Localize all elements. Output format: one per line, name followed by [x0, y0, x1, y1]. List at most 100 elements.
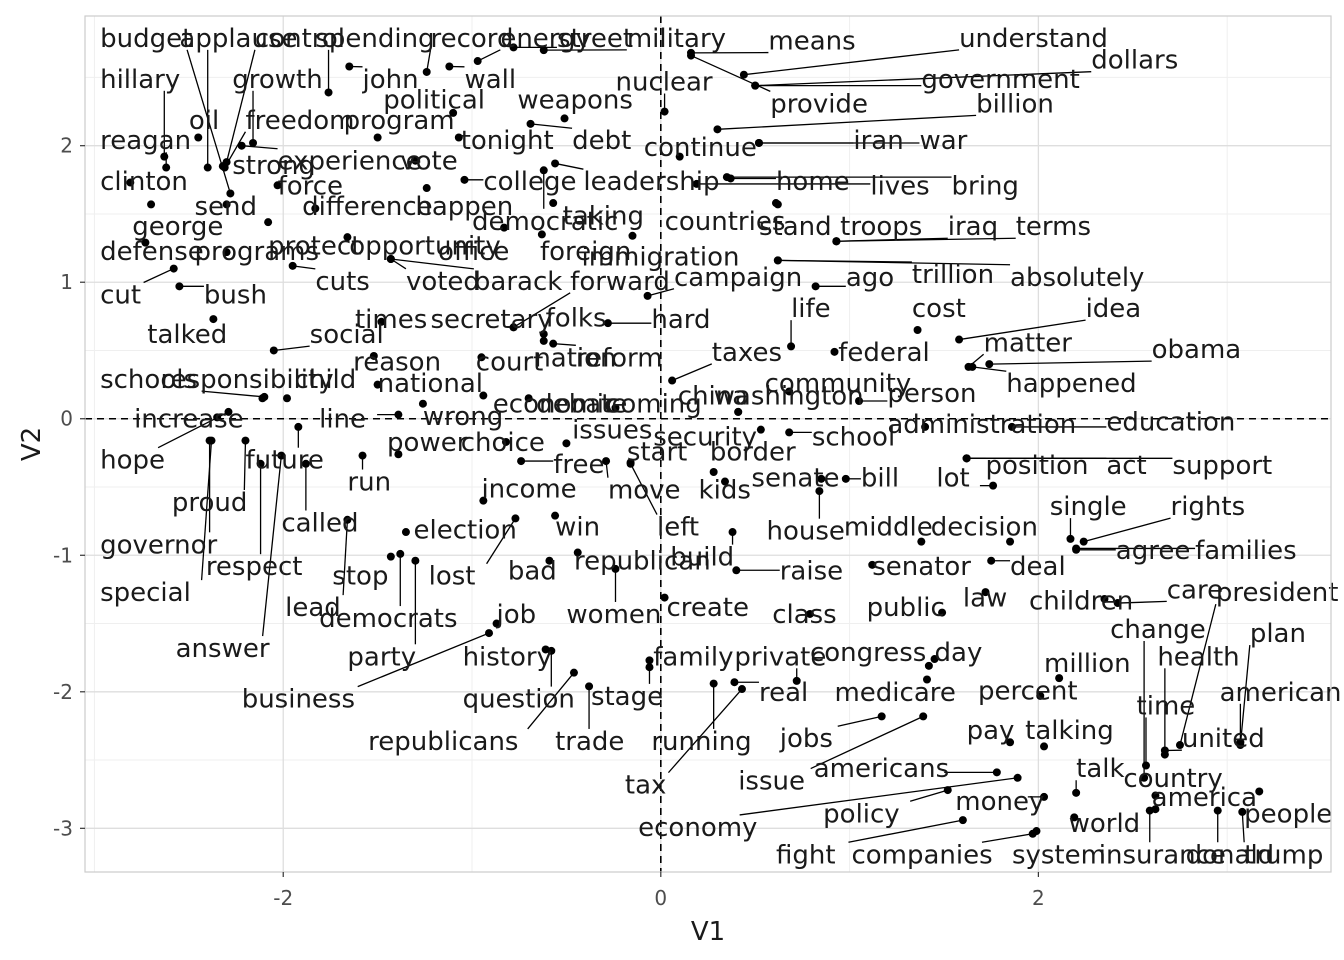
connector-forward — [513, 292, 571, 328]
connector-president — [1179, 603, 1217, 746]
connector-billion — [717, 114, 977, 130]
point-economic — [479, 391, 488, 400]
point-experience — [237, 141, 246, 150]
point-immigration — [628, 231, 637, 240]
point-income — [479, 496, 488, 505]
label-budget: budget — [100, 24, 192, 54]
point-deal — [987, 556, 996, 565]
point-coming — [611, 403, 620, 412]
point-tonight — [454, 133, 463, 142]
label-free: free — [553, 450, 604, 480]
label-talking: talking — [1025, 716, 1114, 746]
label-choice: choice — [461, 428, 545, 458]
label-provide: provide — [770, 89, 868, 119]
point-taxes — [668, 376, 677, 385]
point-continue — [675, 152, 684, 161]
point-win — [551, 511, 560, 520]
point-build — [728, 528, 737, 537]
label-child: child — [295, 365, 357, 395]
label-hope: hope — [100, 446, 165, 476]
point-person — [855, 396, 864, 405]
point-class — [805, 609, 814, 618]
label-trillion: trillion — [912, 260, 994, 290]
label-washington: washington — [714, 382, 864, 412]
point-business — [485, 629, 494, 638]
label-care: care — [1167, 575, 1223, 605]
point-president — [1175, 741, 1184, 750]
label-life: life — [791, 294, 831, 324]
label-responsibility: responsibility — [161, 365, 334, 395]
point-debt — [526, 119, 535, 128]
connector-companies — [981, 833, 1033, 843]
label-social: social — [310, 320, 384, 350]
label-kids: kids — [699, 476, 751, 506]
point-system — [1032, 827, 1041, 836]
label-insurance: insurance — [1099, 840, 1226, 870]
point-donald — [1213, 806, 1222, 815]
label-send: send — [194, 192, 257, 222]
connector-rights — [1083, 517, 1171, 543]
point-george — [147, 200, 156, 209]
x-tick-label: 2 — [1032, 886, 1045, 910]
label-question: question — [463, 685, 575, 715]
point-provide — [687, 51, 696, 60]
label-oil: oil — [189, 106, 219, 136]
point-single — [1066, 534, 1075, 543]
point-choice — [501, 437, 510, 446]
point-families — [1072, 544, 1081, 553]
connector-obama — [989, 360, 1152, 365]
point-children — [1100, 594, 1109, 603]
label-line: line — [319, 405, 366, 435]
connector-schools — [201, 390, 265, 398]
label-running: running — [651, 727, 751, 757]
label-home: home — [776, 167, 850, 197]
point-care — [1113, 599, 1122, 608]
label-street: street — [557, 24, 633, 54]
label-vote: vote — [400, 147, 457, 177]
label-billion: billion — [976, 89, 1054, 119]
point-election — [401, 528, 410, 537]
point-lives — [692, 179, 701, 188]
point-weapons — [560, 114, 569, 123]
x-axis-title: V1 — [691, 917, 725, 947]
label-campaign: campaign — [674, 263, 802, 293]
label-war: war — [919, 126, 967, 156]
connector-energy — [477, 49, 501, 62]
label-continue: continue — [644, 133, 757, 163]
label-stand: stand — [759, 212, 832, 242]
point-money — [1040, 792, 1049, 801]
point-bad — [545, 556, 554, 565]
point-jobs — [877, 712, 886, 721]
label-win: win — [555, 513, 600, 543]
label-applause: applause — [179, 24, 297, 54]
point-talk — [1072, 788, 1081, 797]
connector-care — [1117, 600, 1167, 604]
y-tick-label: -2 — [53, 680, 73, 704]
label-law: law — [963, 584, 1007, 614]
label-women: women — [566, 600, 661, 630]
label-lives: lives — [870, 171, 929, 201]
label-cuts: cuts — [315, 267, 370, 297]
connector-fight — [848, 819, 963, 843]
point-tax — [737, 685, 746, 694]
label-lead: lead — [285, 593, 341, 623]
label-future: future — [245, 446, 323, 476]
label-position: position — [986, 451, 1089, 481]
point-american — [1236, 738, 1245, 747]
label-trade: trade — [555, 727, 624, 757]
label-companies: companies — [851, 840, 992, 870]
label-wrong: wrong — [423, 402, 503, 432]
label-president: president — [1216, 578, 1339, 608]
label-opportunity: opportunity — [349, 231, 500, 261]
point-understand — [739, 70, 748, 79]
label-children: children — [1029, 586, 1133, 616]
point-house — [815, 487, 824, 496]
connector-tax — [667, 688, 743, 774]
point-child — [283, 394, 292, 403]
point-future — [294, 422, 303, 431]
point-folks — [539, 330, 548, 339]
label-support: support — [1172, 451, 1272, 481]
point-lost — [511, 514, 520, 523]
label-americans: americans — [814, 754, 949, 784]
